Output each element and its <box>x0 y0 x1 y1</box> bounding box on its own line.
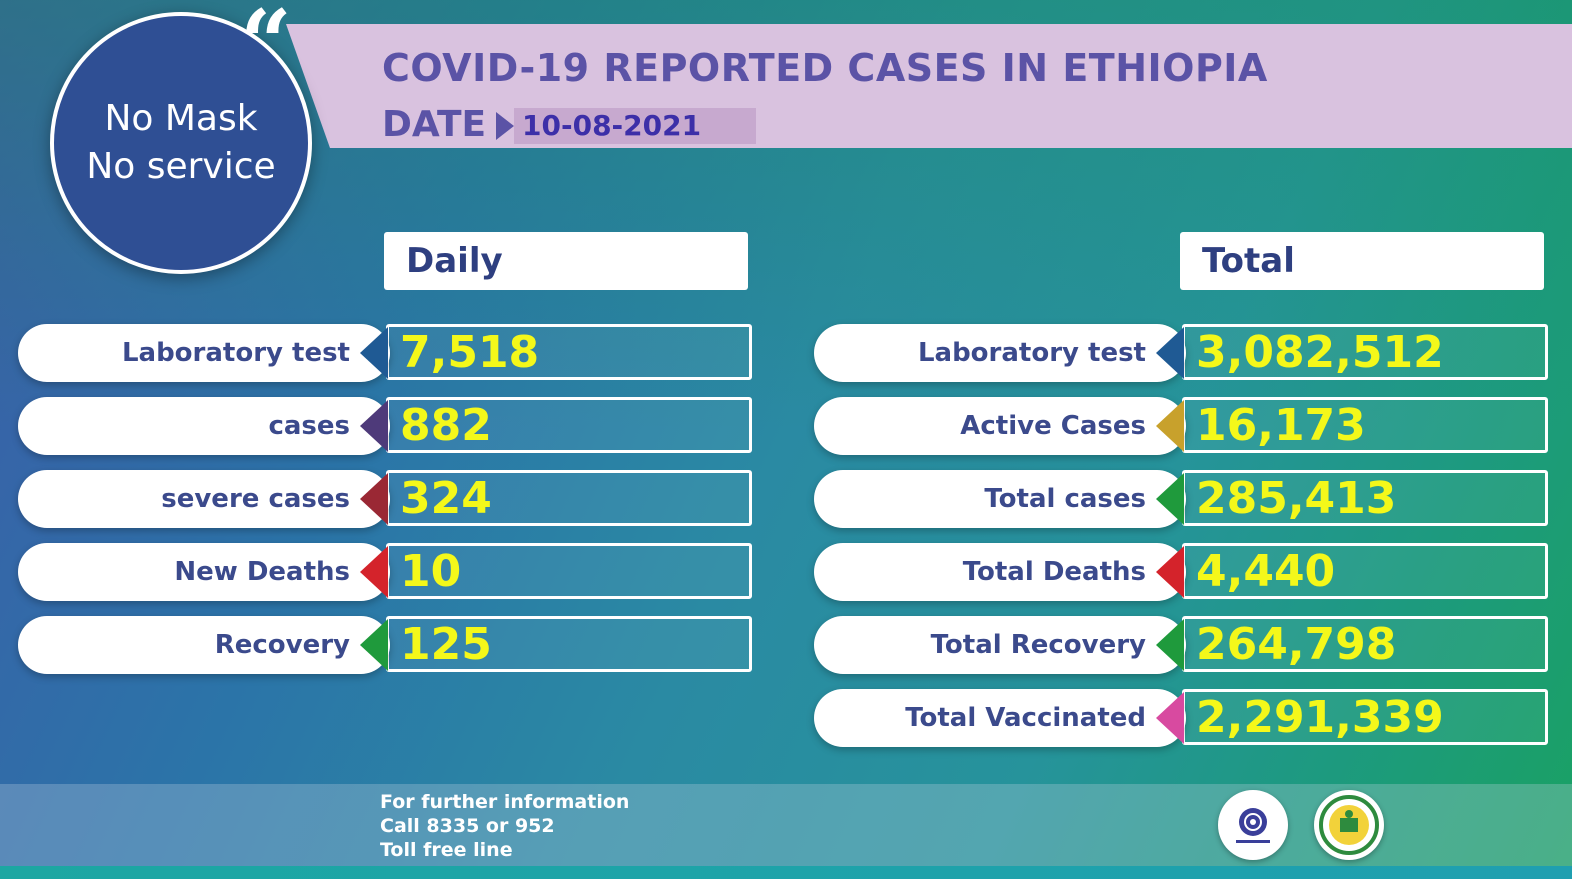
daily-heading: Daily <box>384 232 748 290</box>
footer-line-1: For further information <box>380 791 630 813</box>
row-label-pill: Laboratory test <box>18 324 390 382</box>
row-value-box <box>386 616 752 672</box>
row-arrow-icon <box>1156 546 1184 598</box>
date-value: 10-08-2021 <box>522 109 702 142</box>
date-arrow-icon <box>496 112 514 140</box>
row-value: 4,440 <box>1196 546 1336 597</box>
row-value: 3,082,512 <box>1196 327 1444 378</box>
ethiopian-public-health-institute-logo <box>1314 790 1384 860</box>
total-heading: Total <box>1180 232 1544 290</box>
row-value-box <box>1182 397 1548 453</box>
row-arrow-icon <box>1156 473 1184 525</box>
row-arrow-icon <box>360 619 388 671</box>
row-value: 125 <box>400 619 492 670</box>
row-value: 285,413 <box>1196 473 1397 524</box>
date-label: DATE <box>382 104 487 145</box>
total-row: Total Recovery 264,798 <box>814 616 1552 676</box>
row-label: Active Cases <box>960 411 1146 441</box>
footer-info: For further information Call 8335 or 952… <box>380 790 629 862</box>
total-row: Total cases 285,413 <box>814 470 1552 530</box>
ministry-of-health-logo <box>1218 790 1288 860</box>
row-value-box <box>1182 324 1548 380</box>
row-value: 882 <box>400 400 492 451</box>
row-value-box <box>386 397 752 453</box>
row-label: cases <box>268 411 350 441</box>
row-arrow-icon <box>1156 692 1184 744</box>
row-label-pill: Total Vaccinated <box>814 689 1186 747</box>
row-arrow-icon <box>360 546 388 598</box>
quote-mark-icon: “ <box>240 0 292 96</box>
row-label: New Deaths <box>174 557 350 587</box>
row-value: 16,173 <box>1196 400 1366 451</box>
row-label-pill: Total Recovery <box>814 616 1186 674</box>
row-label-pill: New Deaths <box>18 543 390 601</box>
total-row: Total Vaccinated 2,291,339 <box>814 689 1552 749</box>
row-label-pill: cases <box>18 397 390 455</box>
row-arrow-icon <box>360 473 388 525</box>
row-label: Total cases <box>984 484 1146 514</box>
row-label-pill: Total Deaths <box>814 543 1186 601</box>
row-value-box <box>1182 689 1548 745</box>
total-row: Active Cases 16,173 <box>814 397 1552 457</box>
row-label: Laboratory test <box>917 338 1146 368</box>
row-value-box <box>386 543 752 599</box>
row-label-pill: Recovery <box>18 616 390 674</box>
row-value: 7,518 <box>400 327 540 378</box>
total-row: Laboratory test 3,082,512 <box>814 324 1552 384</box>
daily-row: New Deaths 10 <box>18 543 756 603</box>
row-label-pill: severe cases <box>18 470 390 528</box>
row-label: Total Deaths <box>962 557 1146 587</box>
row-label: Recovery <box>214 630 350 660</box>
row-label: severe cases <box>161 484 350 514</box>
row-label-pill: Laboratory test <box>814 324 1186 382</box>
row-label: Total Recovery <box>930 630 1146 660</box>
row-label: Total Vaccinated <box>905 703 1146 733</box>
total-row: Total Deaths 4,440 <box>814 543 1552 603</box>
footer-bar <box>0 784 1572 866</box>
row-arrow-icon <box>360 327 388 379</box>
row-value: 10 <box>400 546 462 597</box>
footer-strip <box>0 866 1572 879</box>
daily-row: severe cases 324 <box>18 470 756 530</box>
daily-row: Laboratory test 7,518 <box>18 324 756 384</box>
row-arrow-icon <box>1156 619 1184 671</box>
row-label: Laboratory test <box>121 338 350 368</box>
page-title: COVID-19 REPORTED CASES IN ETHIOPIA <box>382 46 1268 90</box>
row-label-pill: Active Cases <box>814 397 1186 455</box>
row-value-box <box>386 324 752 380</box>
date-box <box>514 108 756 144</box>
row-value: 324 <box>400 473 492 524</box>
no-mask-badge: No Mask No service <box>50 12 312 274</box>
row-value: 264,798 <box>1196 619 1397 670</box>
badge-line-1: No Mask <box>104 98 258 139</box>
row-value-box <box>1182 616 1548 672</box>
footer-line-3: Toll free line <box>380 839 513 861</box>
row-arrow-icon <box>1156 400 1184 452</box>
row-arrow-icon <box>1156 327 1184 379</box>
row-value-box <box>1182 543 1548 599</box>
row-value: 2,291,339 <box>1196 692 1444 743</box>
row-arrow-icon <box>360 400 388 452</box>
badge-line-2: No service <box>86 146 276 187</box>
daily-row: Recovery 125 <box>18 616 756 676</box>
footer-line-2: Call 8335 or 952 <box>380 815 555 837</box>
row-label-pill: Total cases <box>814 470 1186 528</box>
daily-row: cases 882 <box>18 397 756 457</box>
